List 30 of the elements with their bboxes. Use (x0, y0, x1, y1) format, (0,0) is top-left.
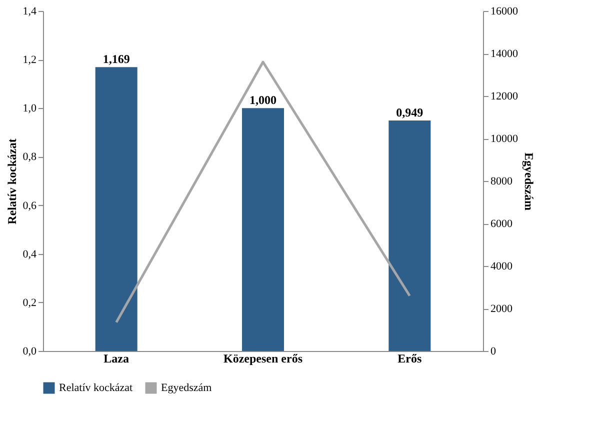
y2-tick-label: 8000 (490, 176, 513, 188)
data-label: 0,949 (396, 106, 424, 120)
y-axis-title: Relatív kockázat (4, 138, 19, 224)
y2-tick-label: 14000 (490, 48, 518, 60)
y2-tick-label: 2000 (490, 303, 513, 315)
data-label: 1,169 (102, 52, 130, 66)
bar (388, 120, 431, 351)
x-tick-label: Laza (104, 352, 130, 366)
y2-tick-label: 10000 (490, 133, 518, 145)
bar (95, 67, 138, 351)
y-tick-label: 0,8 (22, 151, 37, 164)
y2-tick-label: 4000 (490, 260, 513, 272)
legend-label: Egyedszám (161, 382, 212, 394)
bar (242, 108, 284, 351)
y2-tick-label: 12000 (490, 90, 518, 102)
x-tick-label: Erős (398, 352, 422, 366)
y-tick-label: 0,6 (22, 200, 37, 212)
data-label: 1,000 (250, 93, 276, 108)
y-tick-label: 0,2 (22, 296, 36, 309)
y2-tick-label: 6000 (490, 218, 513, 230)
y-tick-label: 1,0 (22, 102, 37, 115)
legend-label: Relatív kockázat (59, 382, 133, 394)
y-tick-label: 0,0 (22, 346, 37, 358)
y-tick-label: 1,4 (22, 6, 37, 18)
y-tick-label: 1,2 (22, 54, 36, 66)
y2-axis-title: Egyedszám (522, 152, 536, 210)
y2-tick-label: 16000 (490, 6, 518, 18)
y-tick-label: 0,4 (22, 248, 37, 260)
x-tick-label: Közepesen erős (224, 352, 303, 366)
y2-tick-label: 0 (490, 346, 496, 358)
